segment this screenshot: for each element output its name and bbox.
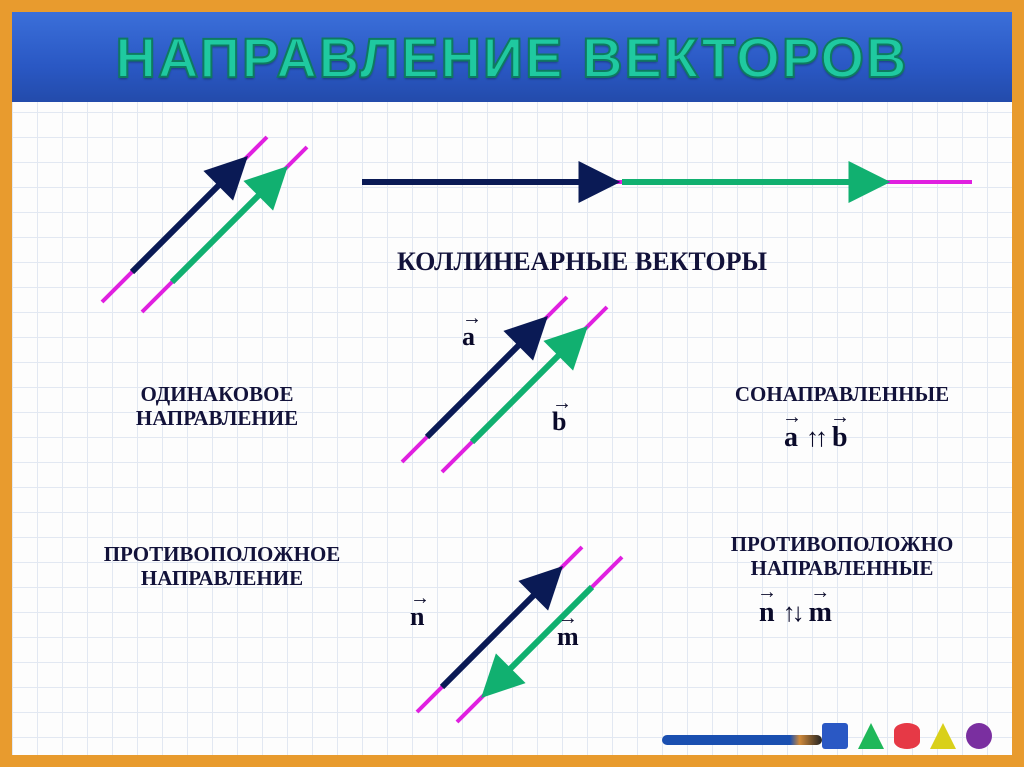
decorative-shapes — [822, 723, 992, 749]
vector-arrow-icon: → — [557, 608, 579, 628]
vector-arrow-icon: → — [552, 393, 566, 413]
cylinder-icon — [894, 723, 920, 749]
sphere-icon — [966, 723, 992, 749]
vector-m: → m — [557, 622, 579, 652]
vector-a: → a — [462, 322, 475, 352]
vector-n: → n — [410, 602, 424, 632]
slide-page: НАПРАВЛЕНИЕ ВЕКТОРОВ КОЛЛИНЕА — [12, 12, 1012, 755]
vector-arrow-icon: → — [410, 588, 424, 608]
arrows-up-down-icon: ↑↓ — [779, 598, 805, 628]
pyramid-icon — [930, 723, 956, 749]
label-opposite-direction: ПРОТИВОПОЛОЖНОЕ НАПРАВЛЕНИЕ — [82, 542, 362, 590]
notation-opposite: n ↑↓ m — [757, 597, 834, 629]
vector-arrow-icon: → — [462, 308, 475, 328]
cone-icon — [858, 723, 884, 749]
title-text: НАПРАВЛЕНИЕ ВЕКТОРОВ — [116, 25, 909, 90]
label-collinear: КОЛЛИНЕАРНЫЕ ВЕКТОРЫ — [357, 247, 807, 277]
pencil-icon — [662, 735, 822, 745]
title-bar: НАПРАВЛЕНИЕ ВЕКТОРОВ — [12, 12, 1012, 102]
label-codirectional: СОНАПРАВЛЕННЫЕ — [712, 382, 972, 406]
label-oppositely-directed: ПРОТИВОПОЛОЖНО НАПРАВЛЕННЫЕ — [702, 532, 982, 580]
notation-codirectional: a ↑↑ b — [782, 422, 850, 454]
label-same-direction: ОДИНАКОВОЕ НАПРАВЛЕНИЕ — [102, 382, 332, 430]
cube-icon — [822, 723, 848, 749]
vector-b: → b — [552, 407, 566, 437]
arrows-up-up-icon: ↑↑ — [802, 423, 828, 453]
